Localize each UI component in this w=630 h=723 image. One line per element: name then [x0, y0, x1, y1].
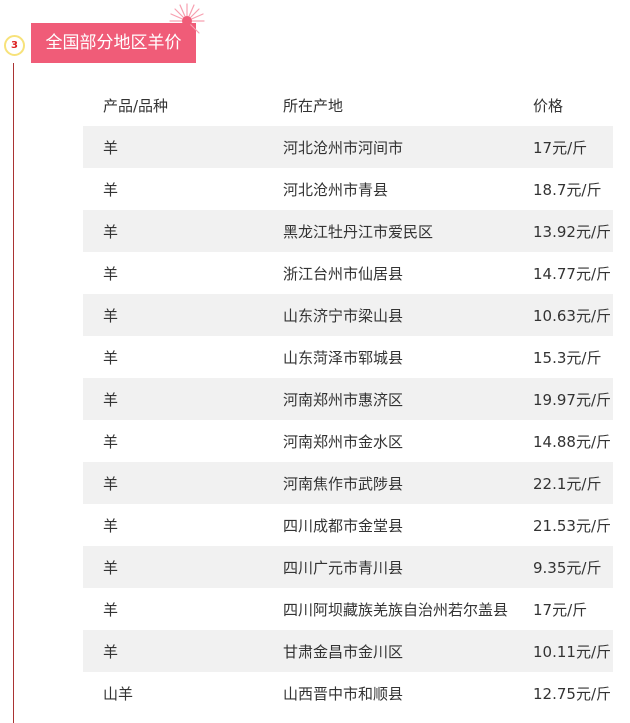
cell-origin: 甘肃金昌市金川区 [283, 642, 404, 661]
cell-origin: 河北沧州市河间市 [283, 138, 404, 157]
cell-product: 羊 [103, 264, 119, 283]
header-product: 产品/品种 [103, 96, 169, 115]
cell-price: 18.7元/斤 [533, 180, 602, 199]
cell-product: 羊 [103, 474, 119, 493]
cell-product: 羊 [103, 642, 119, 661]
cell-product: 羊 [103, 306, 119, 325]
table-row: 羊 山东济宁市梁山县 10.63元/斤 [83, 294, 613, 336]
section-title: 全国部分地区羊价 [31, 23, 196, 63]
cell-price: 10.63元/斤 [533, 306, 611, 325]
firework-icon [169, 3, 205, 34]
table-row: 羊 四川成都市金堂县 21.53元/斤 [83, 504, 613, 546]
cell-price: 17元/斤 [533, 138, 588, 157]
cell-price: 9.35元/斤 [533, 558, 602, 577]
cell-origin: 四川广元市青川县 [283, 558, 404, 577]
table-row: 羊 浙江台州市仙居县 14.77元/斤 [83, 252, 613, 294]
cell-origin: 河南郑州市惠济区 [283, 390, 404, 409]
cell-product: 羊 [103, 138, 119, 157]
cell-product: 羊 [103, 222, 119, 241]
table-row: 羊 四川阿坝藏族羌族自治州若尔盖县 17元/斤 [83, 588, 613, 630]
cell-price: 12.75元/斤 [533, 684, 611, 703]
cell-origin: 河南郑州市金水区 [283, 432, 404, 451]
table-header: 产品/品种 所在产地 价格 [83, 84, 613, 126]
cell-price: 22.1元/斤 [533, 474, 602, 493]
table-row: 羊 河南郑州市惠济区 19.97元/斤 [83, 378, 613, 420]
header-price: 价格 [533, 96, 564, 115]
cell-price: 10.11元/斤 [533, 642, 611, 661]
cell-origin: 山东济宁市梁山县 [283, 306, 404, 325]
cell-product: 羊 [103, 516, 119, 535]
cell-price: 13.92元/斤 [533, 222, 611, 241]
table-row: 羊 黑龙江牡丹江市爱民区 13.92元/斤 [83, 210, 613, 252]
cell-origin: 四川成都市金堂县 [283, 516, 404, 535]
cell-origin: 浙江台州市仙居县 [283, 264, 404, 283]
cell-origin: 四川阿坝藏族羌族自治州若尔盖县 [283, 600, 509, 619]
cell-price: 15.3元/斤 [533, 348, 602, 367]
cell-origin: 河北沧州市青县 [283, 180, 389, 199]
section-number-badge: 3 [4, 35, 25, 56]
cell-price: 14.88元/斤 [533, 432, 611, 451]
table-row: 山羊 山西晋中市和顺县 12.75元/斤 [83, 672, 613, 714]
table-row: 羊 河南焦作市武陟县 22.1元/斤 [83, 462, 613, 504]
table-row: 羊 河北沧州市青县 18.7元/斤 [83, 168, 613, 210]
cell-product: 山羊 [103, 684, 134, 703]
cell-origin: 河南焦作市武陟县 [283, 474, 404, 493]
table-row: 羊 河北沧州市河间市 17元/斤 [83, 126, 613, 168]
cell-product: 羊 [103, 558, 119, 577]
table-row: 羊 四川广元市青川县 9.35元/斤 [83, 546, 613, 588]
table-row: 羊 山东菏泽市郓城县 15.3元/斤 [83, 336, 613, 378]
timeline-line [13, 63, 14, 723]
cell-origin: 黑龙江牡丹江市爱民区 [283, 222, 434, 241]
cell-product: 羊 [103, 600, 119, 619]
cell-product: 羊 [103, 348, 119, 367]
cell-price: 17元/斤 [533, 600, 588, 619]
cell-price: 14.77元/斤 [533, 264, 611, 283]
cell-product: 羊 [103, 390, 119, 409]
cell-product: 羊 [103, 180, 119, 199]
table-row: 羊 河南郑州市金水区 14.88元/斤 [83, 420, 613, 462]
cell-price: 19.97元/斤 [533, 390, 611, 409]
header-origin: 所在产地 [283, 96, 344, 115]
price-table: 产品/品种 所在产地 价格 羊河北沧州市河间市 17元/斤羊河北沧州市青县 18.7… [83, 84, 613, 714]
cell-price: 21.53元/斤 [533, 516, 611, 535]
cell-origin: 山东菏泽市郓城县 [283, 348, 404, 367]
table-row: 羊 甘肃金昌市金川区 10.11元/斤 [83, 630, 613, 672]
cell-product: 羊 [103, 432, 119, 451]
cell-origin: 山西晋中市和顺县 [283, 684, 404, 703]
